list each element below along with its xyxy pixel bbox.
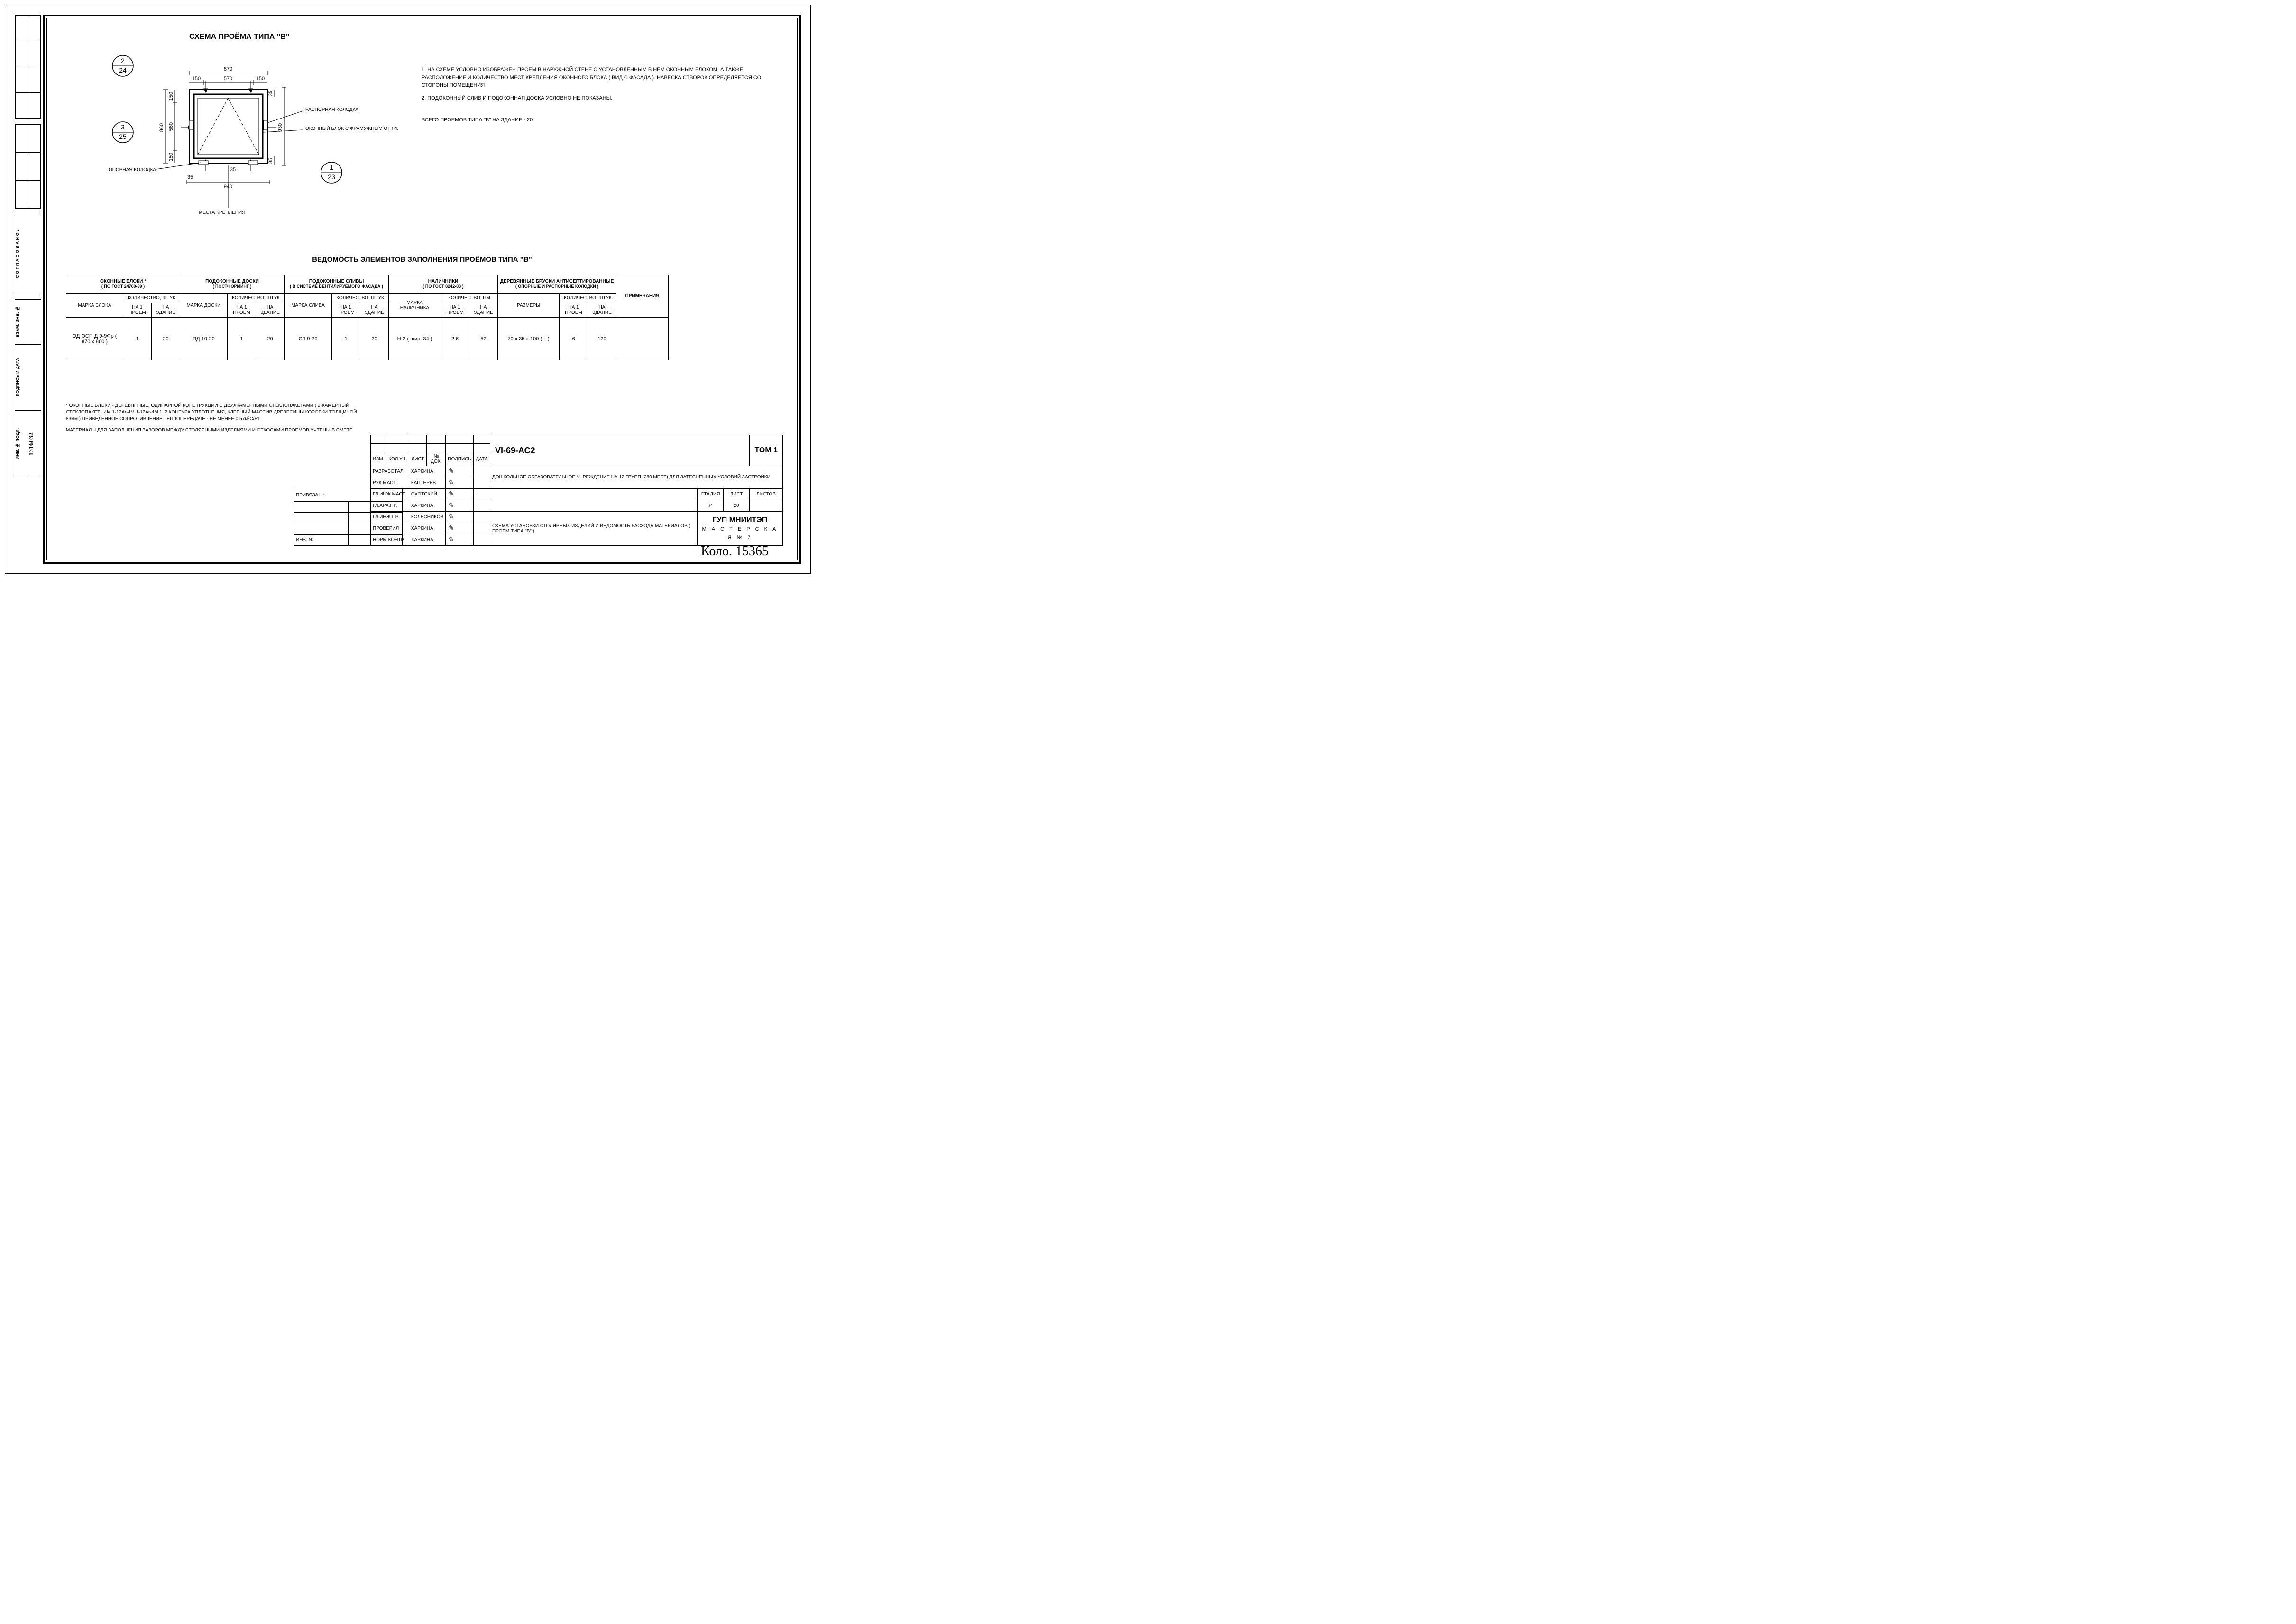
- svg-text:570: 570: [224, 76, 232, 82]
- table-row: ОД ОСП Д 9-9Фр ( 870 x 860 )120 ПД 10-20…: [66, 318, 669, 360]
- inner-frame: СХЕМА ПРОЁМА ТИПА "В" 2 24 3 25: [43, 15, 801, 564]
- svg-text:РАСПОРНАЯ КОЛОДКА: РАСПОРНАЯ КОЛОДКА: [305, 107, 358, 112]
- sogl-label: С О Г Л А С О В А Н О :: [15, 230, 41, 278]
- title-block: VI-69-АС2 ТОМ 1 ИЗМ. КОЛ.УЧ. ЛИСТ № ДОК.…: [370, 435, 783, 546]
- note-total: ВСЕГО ПРОЕМОВ ТИПА "В" НА ЗДАНИЕ - 20: [422, 116, 778, 124]
- svg-text:ОКОННЫЙ БЛОК С ФРАМУЖНЫМ ОТКР: ОКОННЫЙ БЛОК С ФРАМУЖНЫМ ОТКРЫВАНИЕМ: [305, 125, 398, 131]
- svg-text:150: 150: [168, 92, 174, 101]
- svg-text:870: 870: [224, 66, 232, 72]
- invpodl-label: ИНВ. № ПОДЛ.: [15, 428, 28, 459]
- svg-text:35: 35: [230, 167, 236, 173]
- notes-block: 1. НА СХЕМЕ УСЛОВНО ИЗОБРАЖЕН ПРОЕМ В НА…: [422, 66, 778, 129]
- schema-title: СХЕМА ПРОЁМА ТИПА "В": [189, 33, 290, 41]
- footnotes: * ОКОННЫЕ БЛОКИ - ДЕРЕВЯННЫЕ, ОДИНАРНОЙ …: [66, 403, 360, 436]
- svg-text:23: 23: [328, 173, 335, 181]
- svg-text:ОПОРНАЯ КОЛОДКА: ОПОРНАЯ КОЛОДКА: [109, 167, 156, 173]
- svg-text:35: 35: [268, 158, 274, 164]
- svg-text:150: 150: [256, 76, 265, 82]
- vedomost-table: ОКОННЫЕ БЛОКИ *( ПО ГОСТ 24700-99 ) ПОДО…: [66, 275, 669, 360]
- opening-diagram: 2 24 3 25 1 23: [104, 47, 398, 218]
- svg-text:560: 560: [168, 122, 174, 131]
- note-1: 1. НА СХЕМЕ УСЛОВНО ИЗОБРАЖЕН ПРОЕМ В НА…: [422, 66, 778, 90]
- ref-2-24: 2 24: [112, 55, 133, 76]
- vzam-label: ВЗАМ. ИНВ. №: [15, 306, 28, 338]
- vedomost-title: ВЕДОМОСТЬ ЭЛЕМЕНТОВ ЗАПОЛНЕНИЯ ПРОЁМОВ Т…: [47, 256, 797, 264]
- svg-text:35: 35: [187, 174, 193, 180]
- handwritten-note: Коло. 15365: [701, 544, 769, 559]
- svg-text:2: 2: [121, 57, 125, 64]
- svg-text:860: 860: [159, 123, 165, 132]
- inv-no: 1316032: [28, 432, 41, 456]
- svg-text:24: 24: [119, 66, 127, 74]
- footnote-2: МАТЕРИАЛЫ ДЛЯ ЗАПОЛНЕНИЯ ЗАЗОРОВ МЕЖДУ С…: [66, 427, 360, 434]
- svg-text:930: 930: [277, 123, 283, 132]
- svg-text:150: 150: [192, 76, 201, 82]
- note-2: 2. ПОДОКОННЫЙ СЛИВ И ПОДОКОННАЯ ДОСКА УС…: [422, 94, 778, 102]
- ref-3-25: 3 25: [112, 122, 133, 143]
- svg-text:3: 3: [121, 123, 125, 131]
- ref-1-23: 1 23: [321, 162, 342, 183]
- footnote-1: * ОКОННЫЕ БЛОКИ - ДЕРЕВЯННЫЕ, ОДИНАРНОЙ …: [66, 403, 360, 422]
- svg-text:25: 25: [119, 133, 127, 140]
- svg-text:150: 150: [168, 153, 174, 161]
- svg-text:МЕСТА КРЕПЛЕНИЯ: МЕСТА КРЕПЛЕНИЯ: [199, 210, 245, 215]
- podp-label: ПОДПИСЬ И ДАТА: [15, 358, 28, 396]
- svg-text:1: 1: [330, 164, 333, 171]
- drawing-sheet: С О Г Л А С О В А Н О : ВЗАМ. ИНВ. № ПОД…: [5, 5, 811, 574]
- binding-strip: С О Г Л А С О В А Н О : ВЗАМ. ИНВ. № ПОД…: [15, 15, 41, 564]
- svg-text:35: 35: [268, 91, 274, 96]
